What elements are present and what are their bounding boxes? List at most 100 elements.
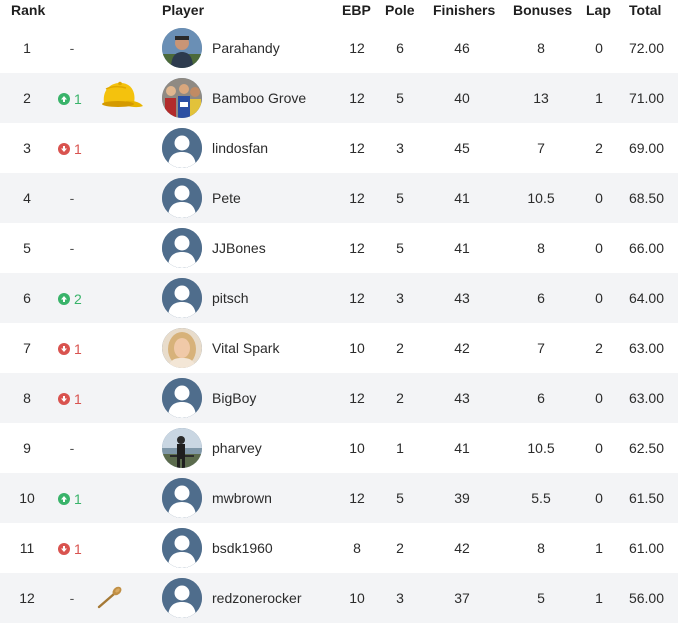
finishers-cell: 42 bbox=[454, 540, 470, 556]
header-lap[interactable]: Lap bbox=[586, 2, 611, 18]
rank-cell: 11 bbox=[19, 540, 35, 556]
rank-change-cell: - bbox=[58, 223, 92, 273]
ebp-cell: 10 bbox=[349, 590, 365, 606]
table-row[interactable]: 7 1 Vital Spark 10 2 42 7 2 63.00 bbox=[0, 323, 678, 373]
avatar[interactable] bbox=[162, 528, 202, 568]
player-name[interactable]: pitsch bbox=[212, 290, 249, 306]
player-name[interactable]: bsdk1960 bbox=[212, 540, 273, 556]
avatar[interactable] bbox=[162, 328, 202, 368]
bonuses-cell: 7 bbox=[537, 140, 545, 156]
rank-change-down: 1 bbox=[58, 374, 82, 424]
total-cell: 68.50 bbox=[628, 190, 664, 206]
finishers-cell: 41 bbox=[454, 190, 470, 206]
bonuses-cell: 5.5 bbox=[531, 490, 551, 506]
pole-cell: 1 bbox=[396, 440, 404, 456]
avatar[interactable] bbox=[162, 428, 202, 468]
avatar[interactable] bbox=[162, 228, 202, 268]
lap-cell: 0 bbox=[595, 240, 603, 256]
rank-cell: 10 bbox=[19, 490, 35, 506]
header-bonuses[interactable]: Bonuses bbox=[513, 2, 573, 18]
header-player[interactable]: Player bbox=[162, 2, 205, 18]
bonuses-cell: 8 bbox=[537, 240, 545, 256]
ebp-cell: 12 bbox=[349, 40, 365, 56]
arrow-down-icon bbox=[58, 543, 70, 555]
header-total[interactable]: Total bbox=[629, 2, 662, 18]
rank-change-down: 1 bbox=[58, 124, 82, 174]
total-cell: 62.50 bbox=[628, 440, 664, 456]
avatar[interactable] bbox=[162, 478, 202, 518]
lap-cell: 0 bbox=[595, 440, 603, 456]
rank-change-up: 2 bbox=[58, 274, 82, 324]
header-ebp[interactable]: EBP bbox=[342, 2, 371, 18]
header-rank[interactable]: Rank bbox=[11, 2, 46, 18]
finishers-cell: 41 bbox=[454, 240, 470, 256]
ebp-cell: 10 bbox=[349, 340, 365, 356]
player-name[interactable]: lindosfan bbox=[212, 140, 269, 156]
table-row[interactable]: 6 2 pitsch 12 3 43 6 0 64.00 bbox=[0, 273, 678, 323]
player-name[interactable]: Vital Spark bbox=[212, 340, 280, 356]
player-name[interactable]: Bamboo Grove bbox=[212, 90, 307, 106]
bonuses-cell: 5 bbox=[537, 590, 545, 606]
ebp-cell: 12 bbox=[349, 240, 365, 256]
table-row[interactable]: 1 - Parahandy 12 6 46 8 0 72.00 bbox=[0, 23, 678, 73]
pole-cell: 6 bbox=[396, 40, 404, 56]
table-row[interactable]: 5 - JJBones 12 5 41 8 0 66.00 bbox=[0, 223, 678, 273]
lap-cell: 1 bbox=[595, 590, 603, 606]
player-name[interactable]: mwbrown bbox=[212, 490, 272, 506]
avatar[interactable] bbox=[162, 178, 202, 218]
rank-cell: 12 bbox=[19, 590, 35, 606]
table-row[interactable]: 8 1 BigBoy 12 2 43 6 0 63.00 bbox=[0, 373, 678, 423]
table-row[interactable]: 2 1 Bamboo Grove 12 5 40 13 1 71.00 bbox=[0, 73, 678, 123]
avatar[interactable] bbox=[162, 28, 202, 68]
player-name[interactable]: Parahandy bbox=[212, 40, 280, 56]
wooden-spoon-icon bbox=[96, 585, 124, 614]
total-cell: 61.00 bbox=[628, 540, 664, 556]
rank-change-cell: 1 bbox=[58, 73, 92, 123]
avatar[interactable] bbox=[162, 578, 202, 618]
total-cell: 69.00 bbox=[628, 140, 664, 156]
pole-cell: 5 bbox=[396, 90, 404, 106]
rank-change-cell: 2 bbox=[58, 273, 92, 323]
bonuses-cell: 8 bbox=[537, 540, 545, 556]
header-pole[interactable]: Pole bbox=[385, 2, 415, 18]
avatar[interactable] bbox=[162, 278, 202, 318]
rank-cell: 9 bbox=[23, 440, 31, 456]
pole-cell: 2 bbox=[396, 390, 404, 406]
ebp-cell: 12 bbox=[349, 290, 365, 306]
lap-cell: 0 bbox=[595, 290, 603, 306]
bonuses-cell: 6 bbox=[537, 290, 545, 306]
rank-cell: 4 bbox=[23, 190, 31, 206]
lap-cell: 0 bbox=[595, 490, 603, 506]
table-row[interactable]: 11 1 bsdk1960 8 2 42 8 1 61.00 bbox=[0, 523, 678, 573]
table-row[interactable]: 3 1 lindosfan 12 3 45 7 2 69.00 bbox=[0, 123, 678, 173]
player-name[interactable]: BigBoy bbox=[212, 390, 257, 406]
player-name[interactable]: JJBones bbox=[212, 240, 266, 256]
arrow-up-icon bbox=[58, 493, 70, 505]
rank-cell: 8 bbox=[23, 390, 31, 406]
rank-cell: 1 bbox=[23, 40, 31, 56]
total-cell: 71.00 bbox=[628, 90, 664, 106]
player-name[interactable]: pharvey bbox=[212, 440, 262, 456]
table-row[interactable]: 9 - pharvey 10 1 41 10.5 0 62.50 bbox=[0, 423, 678, 473]
player-name[interactable]: redzonerocker bbox=[212, 590, 302, 606]
table-row[interactable]: 10 1 mwbrown 12 5 39 5.5 0 61.50 bbox=[0, 473, 678, 523]
ebp-cell: 8 bbox=[353, 540, 361, 556]
bonuses-cell: 10.5 bbox=[527, 190, 555, 206]
total-cell: 63.00 bbox=[628, 340, 664, 356]
header-finishers[interactable]: Finishers bbox=[433, 2, 496, 18]
bonuses-cell: 8 bbox=[537, 40, 545, 56]
player-name[interactable]: Pete bbox=[212, 190, 241, 206]
total-cell: 64.00 bbox=[628, 290, 664, 306]
pole-cell: 3 bbox=[396, 140, 404, 156]
lap-cell: 1 bbox=[595, 90, 603, 106]
rank-change-none: - bbox=[69, 240, 75, 256]
lap-cell: 0 bbox=[595, 390, 603, 406]
table-row[interactable]: 4 - Pete 12 5 41 10.5 0 68.50 bbox=[0, 173, 678, 223]
table-row[interactable]: 12 - redzonerocker 10 3 37 5 1 56.00 bbox=[0, 573, 678, 623]
avatar[interactable] bbox=[162, 78, 202, 118]
avatar[interactable] bbox=[162, 128, 202, 168]
ebp-cell: 12 bbox=[349, 90, 365, 106]
avatar[interactable] bbox=[162, 378, 202, 418]
rank-change-down: 1 bbox=[58, 524, 82, 574]
